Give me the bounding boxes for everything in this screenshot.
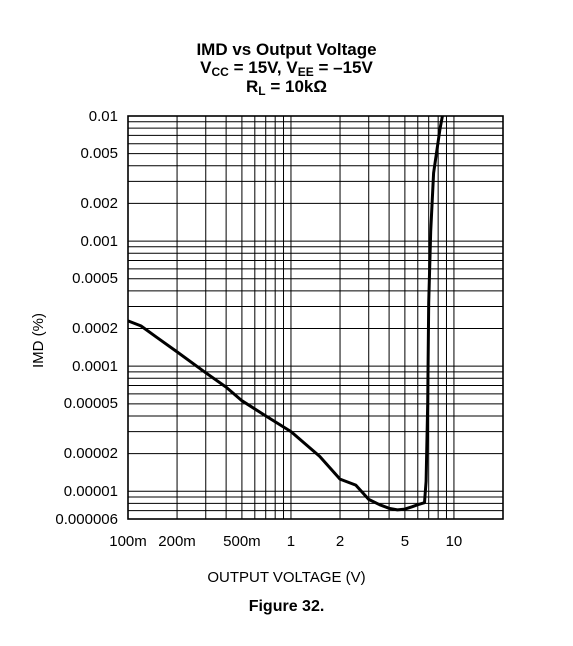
y-tick-label: 0.0001 xyxy=(72,357,118,375)
y-tick-label: 0.01 xyxy=(88,107,118,125)
figure-caption: Figure 32. xyxy=(248,598,325,615)
y-tick-label: 0.00001 xyxy=(63,482,118,500)
rl-symbol: R xyxy=(246,77,259,96)
supply-end-text: = –15V xyxy=(313,58,373,77)
y-tick-label: 0.000006 xyxy=(55,510,118,528)
x-tick-label: 100m xyxy=(109,533,147,550)
x-tick-label: 10 xyxy=(445,533,463,550)
y-tick-label: 0.002 xyxy=(80,194,118,212)
rl-subscript: L xyxy=(258,84,266,98)
vcc-symbol: V xyxy=(200,58,212,77)
grid-lines xyxy=(128,116,503,519)
load-end-text: = 10kΩ xyxy=(265,77,327,96)
y-tick-label: 0.00002 xyxy=(63,445,118,463)
vee-subscript: EE xyxy=(297,65,314,79)
x-tick-label: 5 xyxy=(400,533,410,550)
chart-subtitle-supply: VCC = 15V, VEE = –15V xyxy=(0,58,573,79)
y-tick-label: 0.001 xyxy=(80,232,118,250)
x-tick-label: 200m xyxy=(158,533,196,550)
x-axis-label: OUTPUT VOLTAGE (V) xyxy=(207,569,366,586)
x-tick-label: 500m xyxy=(223,533,261,550)
imd-curve xyxy=(127,115,444,512)
x-tick-label: 1 xyxy=(286,533,296,550)
chart-title: IMD vs Output Voltage xyxy=(196,40,377,59)
supply-mid-text: = 15V, V xyxy=(228,58,298,77)
chart-subtitle-load: RL = 10kΩ xyxy=(0,77,573,98)
y-tick-label: 0.0002 xyxy=(72,320,118,337)
vcc-subscript: CC xyxy=(211,65,229,79)
x-tick-label: 2 xyxy=(335,533,345,550)
plot-frame xyxy=(127,115,504,520)
y-tick-label: 0.00005 xyxy=(63,395,118,413)
y-tick-label: 0.005 xyxy=(80,145,118,163)
y-axis-label: IMD (%) xyxy=(29,312,47,368)
series-layer xyxy=(127,115,444,512)
y-tick-label: 0.0005 xyxy=(72,270,118,288)
